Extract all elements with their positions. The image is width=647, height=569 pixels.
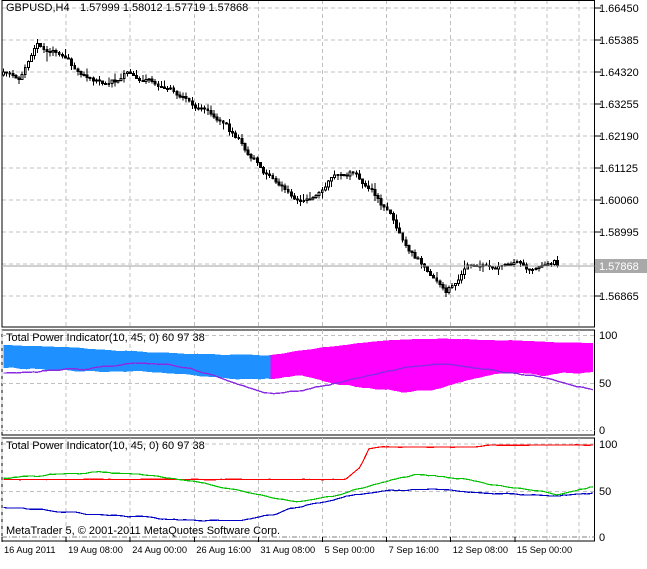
svg-text:5 Sep 00:00: 5 Sep 00:00 bbox=[325, 545, 375, 555]
svg-text:15 Sep 00:00: 15 Sep 00:00 bbox=[517, 545, 572, 555]
svg-text:1.66450: 1.66450 bbox=[599, 3, 639, 15]
svg-text:Total Power Indicator(10, 45,: Total Power Indicator(10, 45, 0) 60 97 3… bbox=[6, 332, 205, 344]
svg-text:100: 100 bbox=[599, 330, 617, 342]
svg-text:19 Aug 08:00: 19 Aug 08:00 bbox=[68, 545, 123, 555]
svg-text:31 Aug 08:00: 31 Aug 08:00 bbox=[260, 545, 315, 555]
svg-text:26 Aug 16:00: 26 Aug 16:00 bbox=[196, 545, 251, 555]
svg-text:1.60060: 1.60060 bbox=[599, 195, 639, 207]
svg-text:1.58995: 1.58995 bbox=[599, 227, 639, 239]
svg-text:Total Power Indicator(10, 45,: Total Power Indicator(10, 45, 0) 60 97 3… bbox=[6, 440, 205, 452]
svg-text:16 Aug 2011: 16 Aug 2011 bbox=[4, 545, 56, 555]
svg-text:7 Sep 16:00: 7 Sep 16:00 bbox=[389, 545, 439, 555]
svg-text:12 Sep 08:00: 12 Sep 08:00 bbox=[453, 545, 508, 555]
svg-text:24 Aug 00:00: 24 Aug 00:00 bbox=[132, 545, 187, 555]
svg-text:MetaTrader 5, © 2001-2011 Meta: MetaTrader 5, © 2001-2011 MetaQuotes Sof… bbox=[6, 525, 280, 537]
svg-text:GBPUSD,H4: GBPUSD,H4 bbox=[6, 2, 70, 14]
svg-text:50: 50 bbox=[599, 486, 611, 498]
svg-text:50: 50 bbox=[599, 378, 611, 390]
svg-text:1.56865: 1.56865 bbox=[599, 291, 639, 303]
svg-text:1.57999 1.58012 1.57719 1.5786: 1.57999 1.58012 1.57719 1.57868 bbox=[80, 2, 248, 14]
svg-text:0: 0 bbox=[599, 425, 605, 437]
svg-text:0: 0 bbox=[599, 532, 605, 544]
svg-text:1.65385: 1.65385 bbox=[599, 35, 639, 47]
svg-text:1.64320: 1.64320 bbox=[599, 67, 639, 79]
svg-text:1.62190: 1.62190 bbox=[599, 131, 639, 143]
svg-text:1.57868: 1.57868 bbox=[599, 261, 639, 273]
svg-text:100: 100 bbox=[599, 439, 617, 451]
svg-text:1.63255: 1.63255 bbox=[599, 99, 639, 111]
svg-text:1.61125: 1.61125 bbox=[599, 163, 638, 175]
